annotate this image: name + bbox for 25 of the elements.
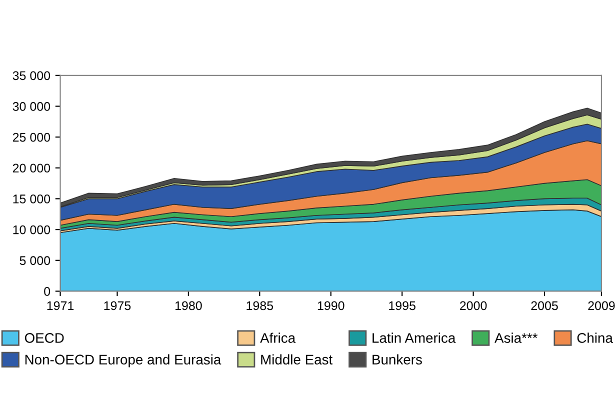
- y-tick-label: 25 000: [12, 132, 50, 142]
- x-tick-label: 2000: [460, 301, 487, 310]
- y-tick-label: 15 000: [13, 194, 50, 204]
- y-tick-label: 20 000: [12, 164, 50, 173]
- x-tick-label: 1990: [318, 301, 344, 310]
- y-tick-label: 5 000: [20, 256, 50, 266]
- x-tick-label: 1975: [104, 301, 131, 310]
- x-tick-label: 1995: [389, 301, 416, 310]
- legend-label: Asia***: [494, 332, 538, 343]
- legend-label: Non-OECD Europe and Eurasia: [25, 354, 222, 368]
- y-tick-label: 35 000: [12, 71, 50, 80]
- legend-label: Bunkers: [372, 354, 422, 365]
- legend-label: Middle East: [261, 354, 332, 365]
- legend-label: OECD: [24, 333, 64, 343]
- x-tick-label: 2005: [531, 301, 558, 310]
- y-tick-label: 10 000: [13, 225, 50, 234]
- x-tick-label: 2009: [588, 301, 615, 310]
- y-tick-label: 30 000: [12, 102, 50, 111]
- legend-label: Africa: [260, 332, 296, 343]
- legend-label: Latin America: [372, 332, 456, 343]
- x-tick-label: 1980: [176, 301, 202, 310]
- x-tick-label: 1985: [246, 301, 274, 310]
- x-tick-label: 1971: [47, 301, 74, 310]
- y-tick-label: 0: [44, 287, 50, 296]
- legend-label: China: [577, 332, 613, 343]
